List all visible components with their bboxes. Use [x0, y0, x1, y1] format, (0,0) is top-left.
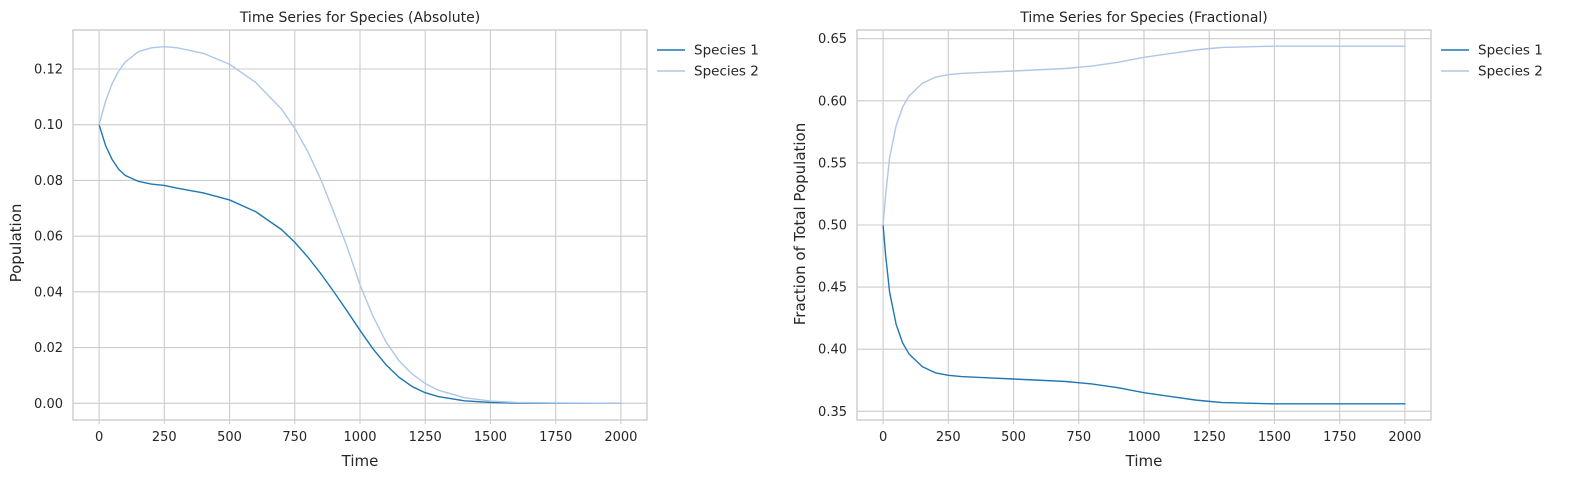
- x-tick-label: 250: [152, 430, 177, 445]
- chart-title: Time Series for Species (Absolute): [239, 10, 480, 26]
- x-tick-label: 1250: [1193, 430, 1226, 445]
- legend-label: Species 1: [1478, 43, 1543, 59]
- series-line-species-2: [98, 46, 622, 404]
- plot-area: 0 250 500 750 1000 1250 1500 1750 2000 0.00 0.02 0.…: [34, 29, 648, 445]
- y-tick-label: 0.06: [34, 230, 63, 245]
- chart-title: Time Series for Species (Fractional): [1019, 10, 1268, 26]
- y-tick-label: 0.60: [818, 94, 847, 109]
- x-tick-label: 250: [936, 430, 961, 445]
- y-tick-label: 0.35: [818, 405, 847, 420]
- legend-label: Species 2: [1478, 64, 1543, 80]
- y-axis-label: Population: [7, 204, 25, 283]
- y-tick-label: 0.08: [34, 174, 63, 189]
- y-tick-label: 0.40: [818, 343, 847, 358]
- series-line-species-1: [882, 224, 1406, 405]
- x-tick-label: 750: [282, 430, 307, 445]
- x-tick-label: 2000: [1388, 430, 1421, 445]
- x-tick-label: 1000: [1127, 430, 1160, 445]
- series-line-species-1: [98, 124, 622, 404]
- y-tick-label: 0.45: [818, 281, 847, 296]
- x-tick-label: 1500: [1258, 430, 1291, 445]
- x-tick-label: 1250: [409, 430, 442, 445]
- y-tick-label: 0.65: [818, 32, 847, 47]
- y-tick-label: 0.00: [34, 397, 63, 412]
- x-tick-label: 2000: [604, 430, 637, 445]
- x-tick-label: 1500: [474, 430, 507, 445]
- y-tick-label: 0.55: [818, 156, 847, 171]
- plot-frame: [856, 29, 1432, 421]
- legend: Species 1 Species 2: [1441, 43, 1543, 80]
- x-tick-label: 500: [217, 430, 242, 445]
- legend-label: Species 1: [694, 43, 759, 59]
- y-axis-label: Fraction of Total Population: [791, 123, 809, 325]
- legend-label: Species 2: [694, 64, 759, 80]
- x-tick-label: 1750: [1323, 430, 1356, 445]
- x-tick-label: 0: [879, 430, 887, 445]
- x-axis-label: Time: [341, 452, 379, 470]
- x-tick-label: 1000: [343, 430, 376, 445]
- series-line-species-2: [882, 45, 1406, 226]
- plot-area: 0 250 500 750 1000 1250 1500 1750 2000 0.35 0.40 0.…: [818, 29, 1432, 445]
- y-tick-label: 0.12: [34, 63, 63, 78]
- x-tick-label: 1750: [539, 430, 572, 445]
- x-axis-label: Time: [1125, 452, 1163, 470]
- y-tick-label: 0.02: [34, 341, 63, 356]
- x-tick-label: 500: [1001, 430, 1026, 445]
- legend: Species 1 Species 2: [657, 43, 759, 80]
- chart-absolute: 0 250 500 750 1000 1250 1500 1750 2000 0.00 0.02 0.…: [7, 10, 759, 470]
- x-tick-label: 750: [1066, 430, 1091, 445]
- chart-fractional: 0 250 500 750 1000 1250 1500 1750 2000 0.35 0.40 0.…: [791, 10, 1543, 470]
- y-tick-label: 0.04: [34, 285, 63, 300]
- y-tick-label: 0.10: [34, 118, 63, 133]
- x-tick-label: 0: [95, 430, 103, 445]
- y-tick-label: 0.50: [818, 219, 847, 234]
- plot-frame: [72, 29, 648, 421]
